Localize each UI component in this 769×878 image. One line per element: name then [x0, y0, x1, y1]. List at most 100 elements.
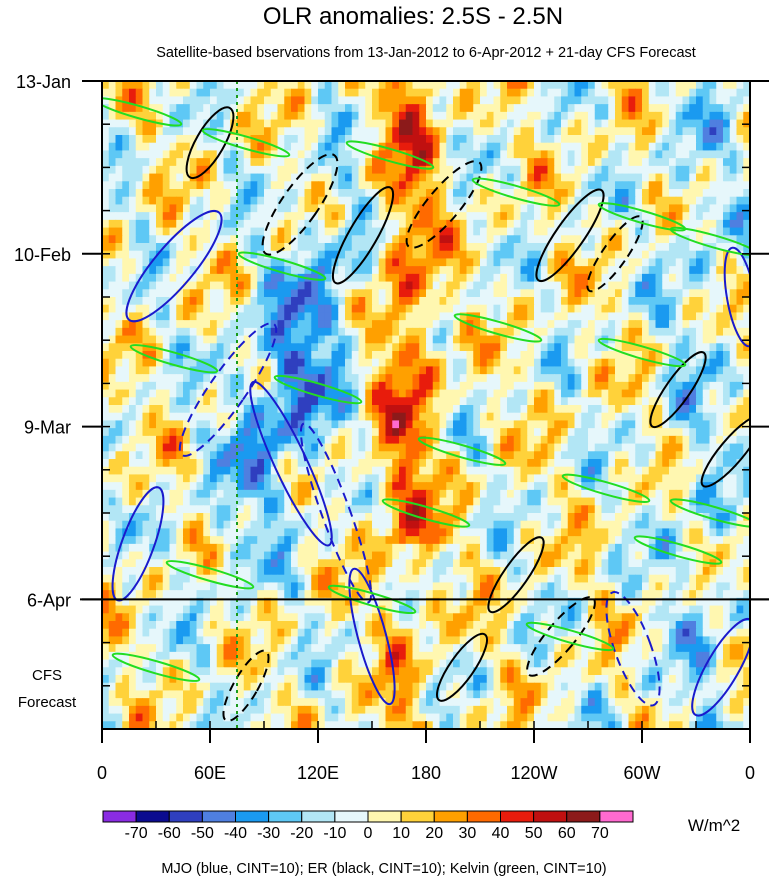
- heatmap-cell: [129, 212, 137, 221]
- heatmap-cell: [270, 235, 279, 244]
- heatmap-cell: [453, 135, 461, 144]
- heatmap-cell: [689, 358, 697, 368]
- heatmap-cell: [115, 243, 123, 252]
- heatmap-cell: [588, 435, 596, 445]
- heatmap-cell: [729, 374, 738, 383]
- heatmap-cell: [372, 266, 380, 275]
- heatmap-cell: [561, 451, 569, 460]
- heatmap-cell: [122, 405, 130, 414]
- heatmap-cell: [331, 173, 339, 182]
- heatmap-cell: [405, 412, 414, 422]
- heatmap-cell: [642, 327, 650, 337]
- heatmap-cell: [399, 204, 407, 213]
- heatmap-cell: [736, 397, 744, 406]
- heatmap-cell: [419, 189, 427, 198]
- heatmap-cell: [351, 158, 360, 167]
- heatmap-cell: [270, 189, 279, 198]
- heatmap-cell: [675, 212, 684, 221]
- heatmap-cell: [615, 412, 623, 422]
- heatmap-cell: [648, 281, 657, 290]
- heatmap-cell: [237, 343, 245, 352]
- heatmap-cell: [102, 158, 110, 167]
- heatmap-cell: [480, 81, 488, 90]
- heatmap-cell: [189, 111, 198, 121]
- heatmap-cell: [189, 420, 198, 429]
- heatmap-cell: [399, 381, 407, 391]
- heatmap-cell: [257, 88, 265, 98]
- heatmap-cell: [439, 273, 447, 283]
- heatmap-cell: [392, 312, 400, 321]
- heatmap-cell: [392, 119, 400, 128]
- heatmap-cell: [493, 250, 501, 260]
- heatmap-cell: [142, 366, 150, 375]
- heatmap-cell: [318, 204, 326, 213]
- heatmap-cell: [405, 119, 414, 128]
- heatmap-cell: [203, 273, 211, 283]
- heatmap-cell: [486, 443, 495, 452]
- heatmap-cell: [108, 165, 117, 175]
- heatmap-cell: [162, 142, 171, 152]
- heatmap-cell: [399, 351, 407, 360]
- heatmap-cell: [297, 212, 306, 221]
- heatmap-cell: [500, 289, 508, 298]
- heatmap-cell: [635, 243, 643, 252]
- heatmap-cell: [270, 343, 279, 352]
- heatmap-cell: [412, 420, 420, 429]
- heatmap-cell: [203, 173, 211, 182]
- heatmap-cell: [500, 358, 508, 368]
- heatmap-cell: [432, 135, 441, 144]
- heatmap-cell: [648, 428, 657, 437]
- heatmap-cell: [243, 111, 252, 121]
- heatmap-cell: [594, 219, 603, 229]
- heatmap-cell: [459, 96, 468, 105]
- heatmap-cell: [669, 158, 677, 167]
- heatmap-cell: [324, 412, 333, 422]
- heatmap-cell: [736, 104, 744, 113]
- heatmap-cell: [439, 312, 447, 321]
- heatmap-cell: [554, 443, 562, 452]
- heatmap-cell: [662, 428, 670, 437]
- heatmap-cell: [648, 351, 657, 360]
- heatmap-cell: [540, 335, 549, 344]
- heatmap-cell: [257, 212, 265, 221]
- heatmap-cell: [257, 119, 265, 128]
- heatmap-cell: [257, 451, 265, 460]
- heatmap-cell: [108, 181, 117, 190]
- heatmap-cell: [682, 111, 690, 121]
- heatmap-cell: [412, 250, 420, 260]
- heatmap-cell: [149, 181, 157, 190]
- heatmap-cell: [351, 181, 360, 190]
- heatmap-cell: [419, 219, 427, 229]
- heatmap-cell: [169, 165, 177, 175]
- heatmap-cell: [736, 250, 744, 260]
- heatmap-cell: [439, 142, 447, 152]
- heatmap-cell: [689, 235, 697, 244]
- heatmap-cell: [385, 327, 393, 337]
- heatmap-cell: [480, 320, 488, 329]
- heatmap-cell: [702, 343, 711, 352]
- heatmap-cell: [291, 273, 299, 283]
- heatmap-cell: [675, 289, 684, 298]
- heatmap-cell: [115, 158, 123, 167]
- heatmap-cell: [324, 304, 333, 314]
- heatmap-cell: [446, 204, 454, 213]
- heatmap-cell: [419, 81, 427, 90]
- heatmap-cell: [243, 327, 252, 337]
- heatmap-cell: [709, 273, 717, 283]
- heatmap-cell: [534, 312, 542, 321]
- heatmap-cell: [412, 412, 420, 422]
- heatmap-cell: [216, 81, 225, 90]
- heatmap-cell: [331, 335, 339, 344]
- heatmap-cell: [351, 127, 360, 136]
- heatmap-cell: [655, 351, 663, 360]
- heatmap-cell: [318, 81, 326, 90]
- heatmap-cell: [662, 374, 670, 383]
- heatmap-cell: [594, 374, 603, 383]
- heatmap-cell: [304, 119, 312, 128]
- heatmap-cell: [264, 173, 272, 182]
- heatmap-cell: [453, 81, 461, 90]
- heatmap-cell: [284, 127, 292, 136]
- heatmap-cell: [169, 150, 177, 159]
- heatmap-cell: [669, 320, 677, 329]
- heatmap-cell: [642, 428, 650, 437]
